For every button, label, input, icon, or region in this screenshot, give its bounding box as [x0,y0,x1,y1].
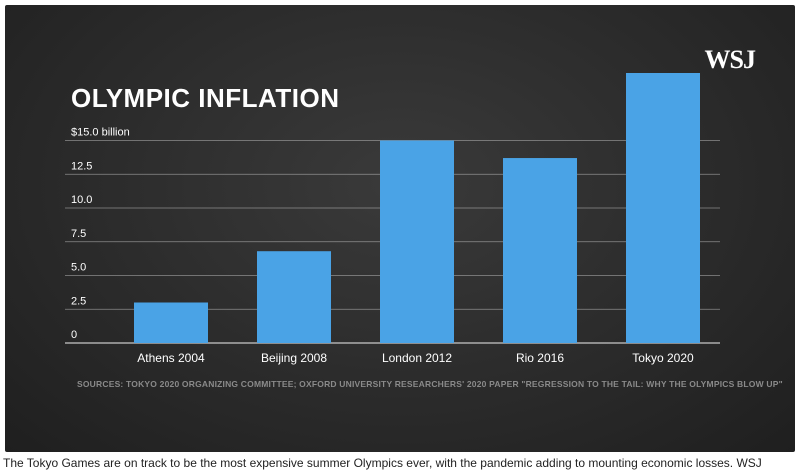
y-tick-label: 0 [71,329,77,341]
bar-layer [134,73,700,343]
image-caption: The Tokyo Games are on track to be the m… [3,456,762,470]
y-tick-label: 5.0 [71,262,86,274]
bar [503,158,577,343]
x-tick-label: Athens 2004 [137,351,205,365]
chart-title: OLYMPIC INFLATION [71,83,340,113]
wsj-logo: WSJ [704,45,756,74]
y-tick-label: 7.5 [71,228,86,240]
bar-chart: 0 2.5 5.0 7.5 10.0 12.5 $15.0 billion Athens 20… [65,73,720,366]
source-note: SOURCES: TOKYO 2020 ORGANIZING COMMITTEE… [77,379,783,389]
y-tick-label: $15.0 billion [71,127,130,139]
y-tick-label: 2.5 [71,295,86,307]
y-tick-label: 12.5 [71,160,92,172]
label-layer: 0 2.5 5.0 7.5 10.0 12.5 $15.0 billion Athens 20… [71,127,694,366]
chart-panel: WSJ OLYMPIC INFLATION 0 2.5 5.0 7.5 10.0 12.5… [5,5,795,452]
bar [257,251,331,343]
x-tick-label: Rio 2016 [516,351,564,365]
x-tick-label: London 2012 [382,351,452,365]
x-tick-label: Beijing 2008 [261,351,327,365]
bar [380,140,454,343]
bar [134,302,208,343]
x-tick-label: Tokyo 2020 [632,351,694,365]
y-tick-label: 10.0 [71,194,92,206]
bar [626,73,700,343]
